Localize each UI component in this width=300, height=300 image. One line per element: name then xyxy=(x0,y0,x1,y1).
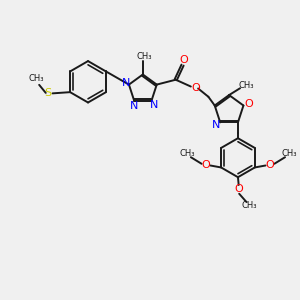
Text: CH₃: CH₃ xyxy=(238,81,254,90)
Text: O: O xyxy=(202,160,210,170)
Text: O: O xyxy=(266,160,274,170)
Text: O: O xyxy=(244,98,253,109)
Text: CH₃: CH₃ xyxy=(136,52,152,61)
Text: O: O xyxy=(235,184,244,194)
Text: CH₃: CH₃ xyxy=(281,149,297,158)
Text: CH₃: CH₃ xyxy=(179,149,195,158)
Text: N: N xyxy=(150,100,158,110)
Text: O: O xyxy=(192,83,201,93)
Text: CH₃: CH₃ xyxy=(29,74,44,83)
Text: N: N xyxy=(122,78,130,88)
Text: CH₃: CH₃ xyxy=(242,201,257,210)
Text: N: N xyxy=(130,101,138,111)
Text: N: N xyxy=(212,120,220,130)
Text: S: S xyxy=(45,88,52,98)
Text: O: O xyxy=(179,55,188,65)
